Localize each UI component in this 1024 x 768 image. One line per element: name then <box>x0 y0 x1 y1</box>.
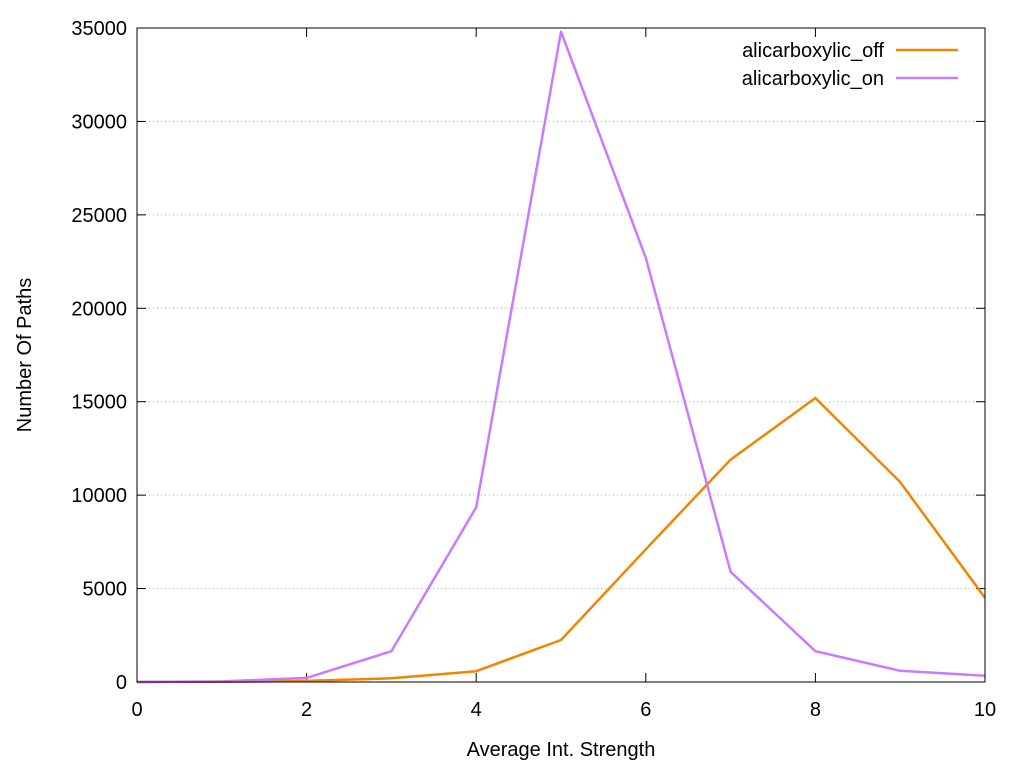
y-tick-label: 30000 <box>71 111 127 133</box>
y-tick-label: 10000 <box>71 485 127 507</box>
axis-ticks <box>136 27 986 683</box>
series-line-alicarboxylic_on <box>137 30 985 684</box>
x-tick-label: 6 <box>640 699 651 721</box>
x-tick-label: 2 <box>301 699 312 721</box>
x-tick-label: 4 <box>471 699 482 721</box>
x-axis-title: Average Int. Strength <box>467 739 656 761</box>
plot-frame <box>136 27 986 683</box>
legend-label: alicarboxylic_off <box>742 40 884 62</box>
series-line-alicarboxylic_off <box>137 396 985 684</box>
legend-label: alicarboxylic_on <box>742 68 884 90</box>
series-lines <box>137 30 985 684</box>
y-tick-label: 0 <box>116 672 127 694</box>
y-tick-label: 20000 <box>71 298 127 320</box>
tick-labels: 0 5000 10000 15000 20000 25000 30000 35000 0 2 4 6 8… <box>71 18 996 721</box>
y-tick-label: 15000 <box>71 392 127 414</box>
y-tick-label: 25000 <box>71 205 127 227</box>
x-tick-label: 0 <box>131 699 142 721</box>
legend: alicarboxylic_off alicarboxylic_on <box>742 40 958 90</box>
x-tick-label: 8 <box>810 699 821 721</box>
x-tick-label: 10 <box>974 699 996 721</box>
y-tick-label: 5000 <box>83 579 128 601</box>
y-axis-title: Number Of Paths <box>14 278 36 433</box>
y-tick-label: 35000 <box>71 18 127 40</box>
grid-lines <box>137 120 985 590</box>
